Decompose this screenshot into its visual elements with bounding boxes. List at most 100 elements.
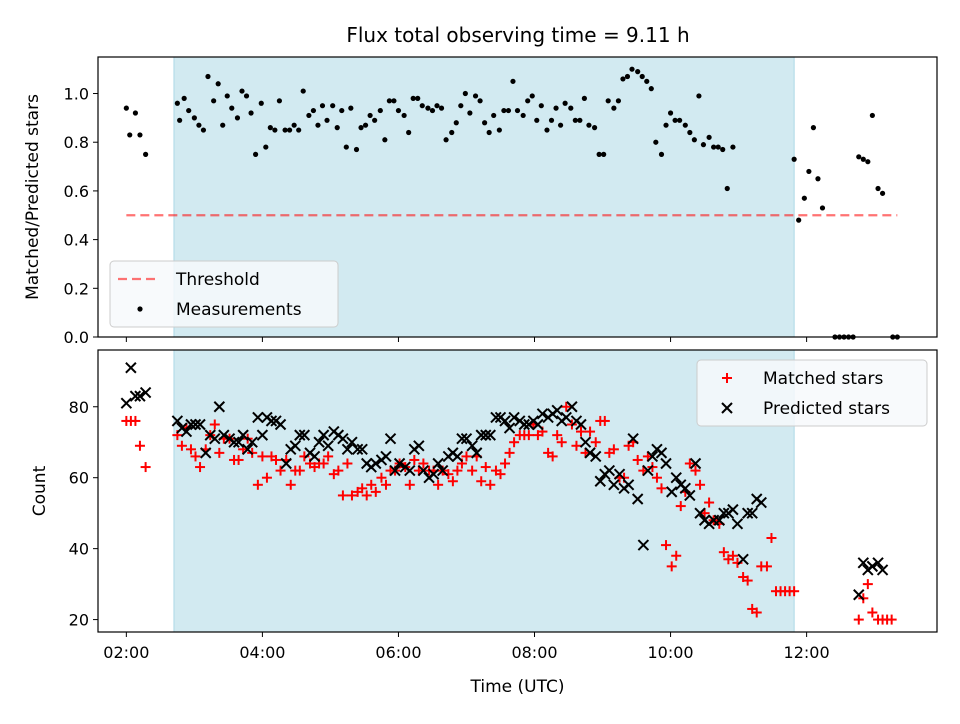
y-tick-label: 0.2 xyxy=(64,279,89,298)
measurement-point xyxy=(865,159,871,165)
matched-star-point xyxy=(608,444,619,455)
measurement-point xyxy=(544,127,550,133)
legend: Threshold Measurements xyxy=(109,260,339,328)
predicted-star-point xyxy=(755,496,767,509)
measurement-point xyxy=(174,100,180,106)
matched-star-point xyxy=(556,437,567,448)
matched-star-point xyxy=(214,447,225,458)
matched-star-point xyxy=(675,501,686,512)
predicted-star-point xyxy=(857,557,870,569)
measurement-point xyxy=(682,122,688,128)
matched-star-point xyxy=(404,479,415,490)
measurement-point xyxy=(491,112,497,119)
measurement-point xyxy=(429,107,436,114)
y-tick-label: 40 xyxy=(69,540,89,559)
legend-matched-swatch xyxy=(722,373,732,383)
measurement-point xyxy=(282,127,288,133)
matched-star-point xyxy=(275,465,286,476)
measurement-point xyxy=(438,105,445,111)
matched-star-point xyxy=(656,483,667,494)
predicted-star-point xyxy=(853,589,865,601)
measurement-point xyxy=(856,154,862,160)
measurement-point xyxy=(211,98,217,104)
matched-star-point xyxy=(718,547,729,558)
measurement-point xyxy=(330,103,336,109)
predicted-star-point xyxy=(389,464,401,477)
matched-star-point xyxy=(632,454,643,465)
predicted-star-point xyxy=(337,432,349,445)
predicted-star-point xyxy=(413,440,425,452)
measurement-point xyxy=(715,144,721,150)
measurement-point xyxy=(568,105,574,111)
y-tick-label: 20 xyxy=(69,611,89,630)
predicted-star-point xyxy=(642,464,654,477)
measurement-point xyxy=(548,117,555,123)
matched-star-point xyxy=(323,451,334,462)
predicted-star-point xyxy=(384,432,397,445)
predicted-star-point xyxy=(551,404,563,417)
matched-star-point xyxy=(495,469,506,480)
predicted-star-point xyxy=(380,450,392,463)
measurement-point xyxy=(810,125,817,131)
predicted-star-point xyxy=(608,479,620,491)
matched-star-point xyxy=(294,465,305,476)
predicted-star-point xyxy=(256,429,269,441)
matched-star-point xyxy=(599,415,610,426)
matched-star-point xyxy=(500,458,511,469)
measurement-point xyxy=(272,127,278,133)
matched-star-point xyxy=(361,490,372,501)
measurement-point xyxy=(879,190,886,196)
matched-star-point xyxy=(130,415,141,426)
measurement-point xyxy=(520,112,526,119)
predicted-star-point xyxy=(665,486,678,498)
predicted-star-point xyxy=(499,415,511,427)
predicted-star-point xyxy=(684,489,696,502)
measurement-point xyxy=(263,144,269,150)
measurement-point xyxy=(362,122,369,128)
measurement-point xyxy=(300,88,306,94)
measurement-point xyxy=(687,129,693,136)
plot-marks xyxy=(123,66,900,340)
measurement-point xyxy=(711,144,717,150)
matched-star-point xyxy=(285,479,296,490)
matched-star-point xyxy=(318,458,329,469)
predicted-star-point xyxy=(718,507,730,519)
measurement-point xyxy=(639,73,645,80)
matched-star-point xyxy=(590,437,601,448)
y-tick-label: 0.6 xyxy=(64,182,89,201)
predicted-star-point xyxy=(298,429,311,441)
predicted-star-point xyxy=(265,415,278,427)
matched-star-point xyxy=(684,458,695,469)
predicted-star-point xyxy=(503,422,516,434)
predicted-star-point xyxy=(579,436,592,448)
predicted-star-point xyxy=(404,464,416,477)
x-tick-label: 06:00 xyxy=(375,643,421,662)
matched-star-point xyxy=(418,458,429,469)
measurement-point xyxy=(395,107,402,114)
legend-label: Measurements xyxy=(176,300,302,320)
measurement-point xyxy=(514,107,521,114)
predicted-star-point xyxy=(627,432,639,445)
measurement-point xyxy=(334,125,340,131)
matched-star-point xyxy=(337,490,348,501)
measurement-point xyxy=(453,120,459,126)
predicted-star-point xyxy=(694,507,706,519)
predicted-star-point xyxy=(536,408,549,420)
measurement-point xyxy=(791,156,797,162)
measurement-point xyxy=(306,112,312,119)
matched-star-point xyxy=(886,614,897,625)
x-tick-label: 08:00 xyxy=(511,643,557,662)
measurement-point xyxy=(806,168,812,175)
measurement-point xyxy=(324,117,330,123)
observing-interval-shade xyxy=(173,349,795,633)
matched-star-point xyxy=(671,550,682,561)
measurement-point xyxy=(229,105,235,111)
measurement-point xyxy=(724,185,730,192)
matched-star-point xyxy=(176,440,187,451)
matched-star-point xyxy=(504,447,515,458)
measurement-point xyxy=(143,151,149,157)
measurement-point xyxy=(720,146,726,153)
predicted-star-point xyxy=(228,436,240,448)
predicted-star-point xyxy=(670,471,682,484)
measurement-point xyxy=(648,86,654,92)
